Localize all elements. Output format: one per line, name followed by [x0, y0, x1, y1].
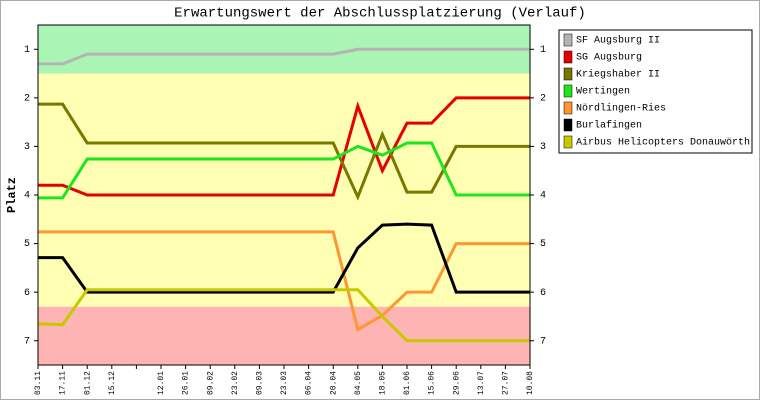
axes: 1 1 2 2 3 3 4 4 5 5 6 6 7 7 03.11 17.11 01.12 15.12 12.01 2…: [24, 24, 546, 395]
band: [38, 306, 530, 365]
series-line: [38, 47, 530, 66]
x-tick-label: 01.12: [83, 371, 92, 395]
x-tick-label: 26.01: [182, 371, 191, 395]
legend-swatch: [563, 135, 573, 149]
y-tick-label: 3: [24, 142, 30, 153]
legend-label: Kriegshaber II: [576, 69, 660, 81]
chart-title: Erwartungswert der Abschlussplatzierung …: [174, 6, 586, 22]
legend-swatch: [563, 33, 573, 47]
legend-swatch: [563, 50, 573, 64]
legend-border: [558, 29, 753, 154]
series-line: [38, 230, 530, 332]
x-tick-label: 15.06: [428, 371, 437, 395]
x-tick-label: 03.11: [34, 371, 43, 395]
y2-tick-label: 4: [540, 191, 546, 202]
x-tick-label: 23.03: [280, 371, 289, 395]
series-line: [38, 141, 530, 200]
x-tick-label: 27.07: [502, 371, 511, 395]
legend-label: SF Augsburg II: [576, 35, 660, 47]
y2-tick-label: 5: [540, 239, 546, 250]
x-tick-label: 29.06: [452, 371, 461, 395]
series-line: [38, 102, 530, 201]
legend-swatch: [563, 84, 573, 98]
y2-tick-label: 2: [540, 93, 546, 104]
y-tick-label: 6: [24, 288, 30, 299]
legend-label: SG Augsburg: [576, 52, 642, 64]
y-tick-label: 1: [24, 45, 30, 56]
legend: SF Augsburg II SG Augsburg Kriegshaber II W…: [558, 29, 753, 154]
y2-tick-label: 3: [540, 142, 546, 153]
x-tick-label: 09.03: [256, 371, 265, 395]
legend-swatch: [563, 118, 573, 132]
y-tick-label: 5: [24, 239, 30, 250]
y-tick-label: 2: [24, 93, 30, 104]
x-tick-label: 23.02: [231, 371, 240, 395]
legend-label: Wertingen: [576, 86, 630, 98]
y-axis-label: Platz: [5, 177, 19, 213]
legend-swatch: [563, 101, 573, 115]
x-tick-label: 04.05: [354, 371, 363, 395]
y-tick-label: 4: [24, 191, 30, 202]
y2-tick-label: 6: [540, 288, 546, 299]
legend-label: Burlafingen: [576, 120, 642, 132]
legend-label: Nördlingen-Ries: [576, 103, 666, 115]
y2-tick-label: 1: [540, 45, 546, 56]
x-tick-label: 18.05: [379, 371, 388, 395]
lines: [37, 47, 530, 343]
series-line: [38, 96, 530, 197]
x-tick-label: 10.08: [526, 371, 535, 395]
x-tick-label: 20.04: [329, 371, 338, 395]
x-tick-label: 06.04: [305, 371, 314, 395]
series-line: [37, 288, 530, 343]
y2-tick-label: 7: [540, 336, 546, 347]
x-tick-label: 17.11: [59, 371, 68, 395]
series-line: [38, 222, 530, 294]
x-tick-label: 12.01: [157, 371, 166, 395]
legend-swatch: [563, 67, 573, 81]
x-tick-label: 13.07: [477, 371, 486, 395]
x-tick-label: 01.06: [403, 371, 412, 395]
y-tick-label: 7: [24, 336, 30, 347]
x-tick-label: 15.12: [108, 371, 117, 395]
band: [38, 73, 530, 307]
x-tick-label: 09.02: [206, 371, 215, 395]
legend-label: Airbus Helicopters Donauwörth: [576, 137, 750, 149]
